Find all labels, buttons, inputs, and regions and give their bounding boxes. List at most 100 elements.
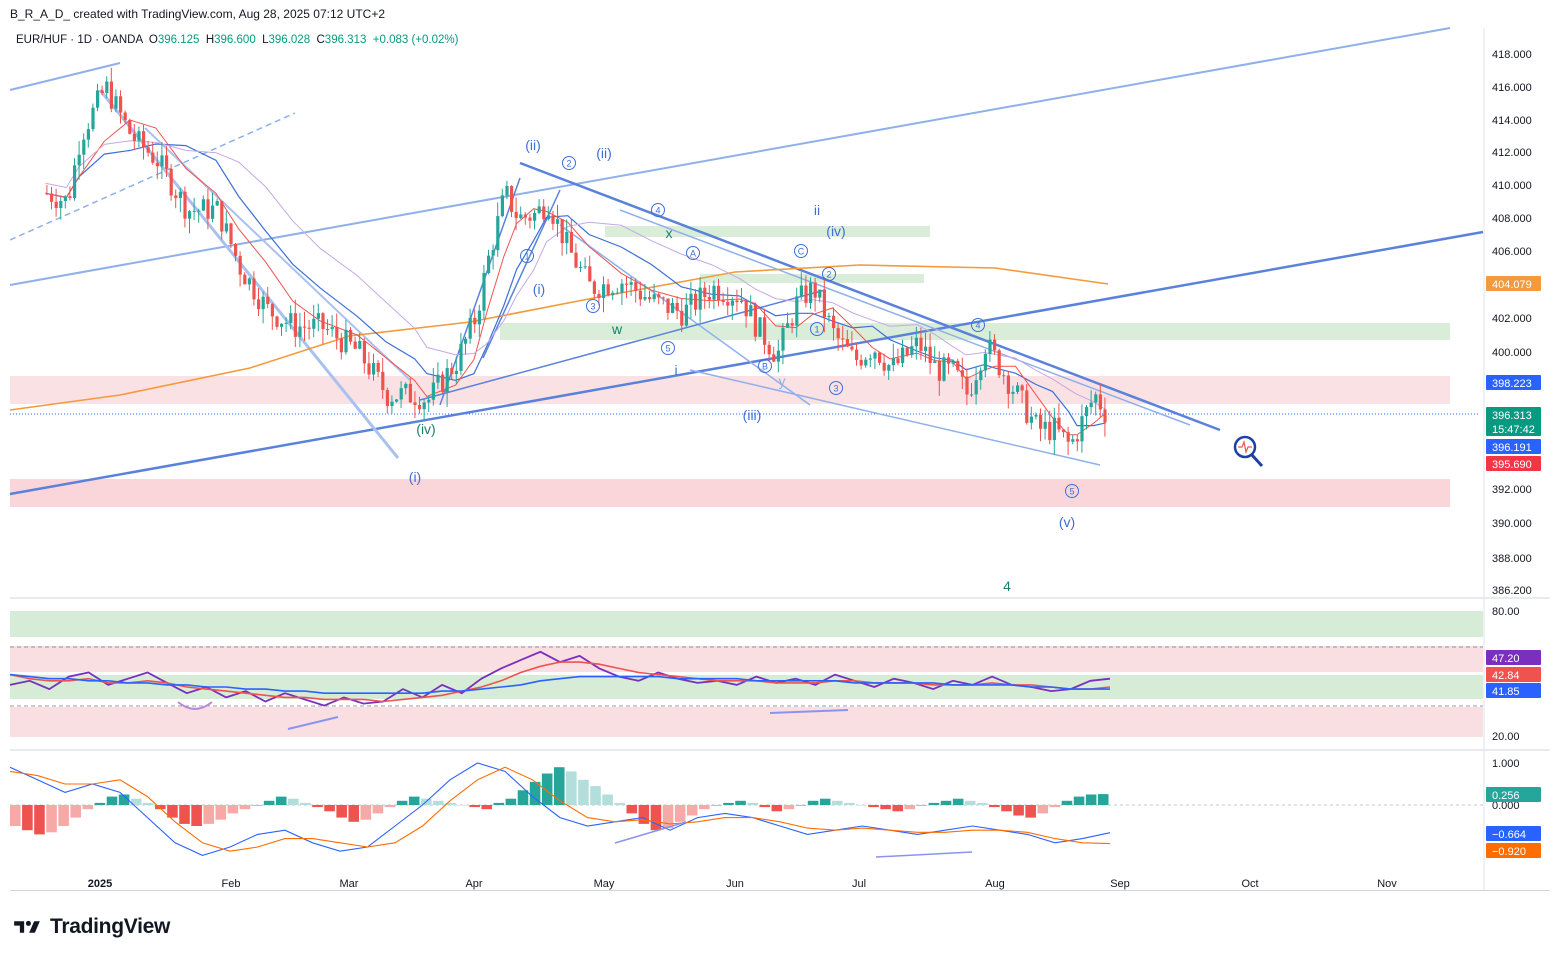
- macd-histogram-bar: [312, 805, 323, 808]
- candle-body: [956, 360, 960, 371]
- macd-histogram-bar: [735, 800, 746, 805]
- candle-body: [845, 339, 849, 347]
- candle-body: [220, 201, 224, 232]
- rsi-tag-value-bg: [1486, 650, 1541, 665]
- candle-body: [560, 219, 564, 244]
- candle-body: [496, 216, 500, 251]
- candle-body: [822, 289, 826, 318]
- macd-histogram-bar: [952, 798, 964, 805]
- rsi-tick-label: 20.00: [1492, 731, 1520, 743]
- candle-body: [266, 296, 270, 305]
- macd-histogram-bar: [1037, 805, 1049, 814]
- candle-body: [128, 120, 132, 134]
- time-tick-label: Sep: [1110, 878, 1130, 890]
- candle-body: [827, 315, 831, 318]
- candle-body: [983, 354, 987, 371]
- macd-tag-hist: 0.256: [1492, 790, 1520, 802]
- macd-histogram-bar: [892, 805, 904, 812]
- supply-zone-pink: [10, 376, 1450, 404]
- candle-body: [947, 357, 951, 364]
- macd-histogram-bar: [142, 802, 154, 805]
- candle-body: [477, 310, 481, 325]
- candle-body: [910, 346, 914, 355]
- macd-histogram-bar: [626, 805, 638, 814]
- macd-histogram-bar: [964, 800, 976, 805]
- candle-body: [284, 322, 288, 324]
- wave-base-line: [9, 230, 1484, 496]
- wave-label-y: y: [779, 373, 786, 389]
- macd-tag-macd: −0.664: [1492, 829, 1526, 841]
- wave-circle-marker: [810, 322, 824, 336]
- candle-body: [993, 339, 997, 351]
- macd-histogram-bar: [457, 805, 468, 806]
- candle-body: [717, 285, 721, 301]
- wave-circle-label: 2: [826, 270, 831, 280]
- candle-body: [427, 399, 431, 403]
- candle-body: [928, 346, 932, 364]
- candle-body: [63, 196, 67, 202]
- macd-histogram-bar: [638, 805, 650, 824]
- candle-body: [243, 274, 247, 285]
- wave-triangle-base: [419, 289, 826, 401]
- candle-body: [160, 155, 164, 167]
- tradingview-logo[interactable]: TradingView: [10, 915, 170, 939]
- candle-body: [960, 370, 964, 377]
- candle-body: [491, 250, 495, 256]
- candle-body: [408, 383, 412, 403]
- candle-body: [367, 363, 371, 375]
- trendlines-layer: [9, 27, 1550, 891]
- wave-label-iv-a: (iv): [416, 421, 435, 437]
- candle-body: [707, 296, 711, 300]
- candle-body: [836, 328, 840, 339]
- candle-body: [689, 293, 693, 305]
- axes-layer: 418.000416.000414.000412.000410.000408.0…: [88, 28, 1541, 890]
- macd-histogram-bar: [1025, 805, 1036, 818]
- candle-body: [850, 346, 854, 350]
- wave-label-ii-b: (ii): [596, 145, 612, 161]
- wave-circle-label: 4: [975, 321, 980, 331]
- zone-green-mid: [700, 274, 924, 283]
- wave-circle-label: 3: [590, 302, 595, 312]
- time-tick-label: Oct: [1241, 878, 1258, 890]
- price-tag-ma-blue-bg: [1486, 439, 1541, 454]
- low-value: 396.028: [268, 34, 311, 46]
- candle-body: [924, 346, 928, 351]
- candle-body: [804, 285, 808, 304]
- candle-body: [625, 283, 629, 285]
- macd-histogram-bar: [239, 805, 251, 810]
- macd-histogram-bar: [481, 805, 493, 810]
- candle-body: [643, 297, 647, 300]
- candle-body: [873, 352, 877, 359]
- candle-body: [119, 96, 123, 113]
- candle-body: [763, 317, 767, 345]
- candle-body: [1103, 409, 1107, 423]
- macd-histogram-bar: [445, 802, 456, 805]
- macd-histogram-bar: [263, 800, 275, 805]
- macd-histogram-bar: [723, 802, 734, 805]
- candle-body: [252, 278, 256, 300]
- candle-body: [473, 317, 477, 325]
- macd-tag-hist-bg: [1486, 787, 1541, 802]
- time-tick-label: Mar: [340, 878, 359, 890]
- macd-histogram-bar: [868, 805, 879, 808]
- ma-lavender-line: [45, 140, 1106, 410]
- price-tick-label: 418.000: [1492, 49, 1532, 61]
- wave-label-w: w: [611, 321, 623, 337]
- candle-body: [1062, 429, 1066, 433]
- candle-body: [937, 361, 941, 381]
- price-tick-label: 416.000: [1492, 82, 1532, 94]
- macd-series-line: [9, 762, 1111, 856]
- macd-histogram-bar: [747, 802, 758, 805]
- lower-channel-line: [689, 369, 1101, 466]
- macd-pane: [9, 749, 1550, 858]
- candle-body: [579, 266, 583, 268]
- macd-histogram-bar: [928, 802, 940, 805]
- ma-blue-line: [45, 143, 1106, 427]
- candle-body: [349, 329, 353, 342]
- macd-histogram-bar: [493, 802, 505, 805]
- candle-body: [1016, 385, 1020, 392]
- candle-body: [137, 131, 141, 141]
- candle-body: [280, 323, 284, 327]
- candle-body: [298, 326, 302, 337]
